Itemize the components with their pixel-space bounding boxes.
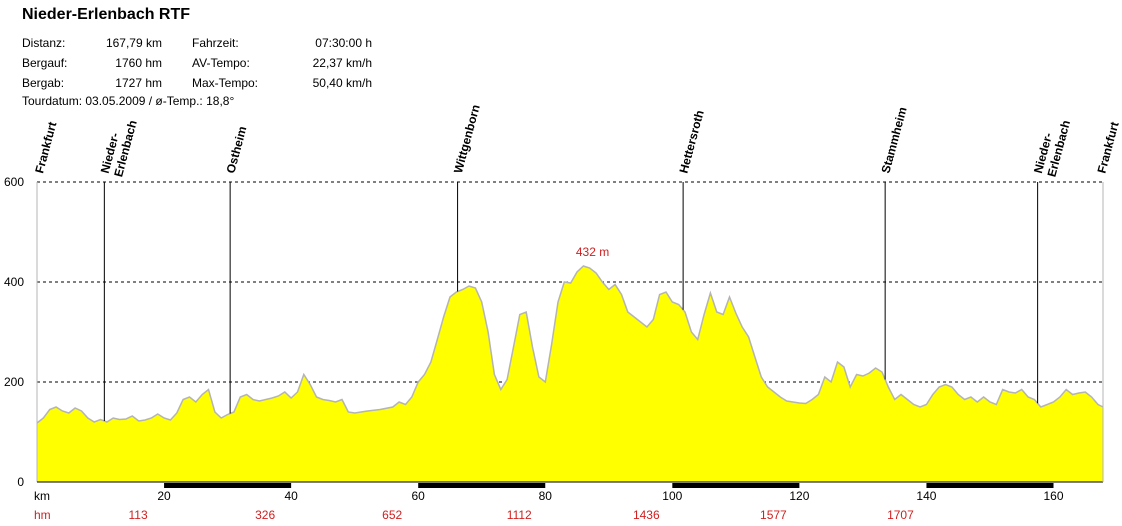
distance-bar [672, 483, 799, 488]
waypoint-label: Stammheim [879, 105, 910, 174]
distance-bar [164, 483, 291, 488]
x-tick-label: 40 [284, 489, 298, 503]
y-tick-label: 0 [17, 475, 24, 489]
hm-value: 652 [382, 508, 402, 522]
waypoint-label: Nieder-Erlenbach [1031, 115, 1073, 178]
waypoint-label: Nieder-Erlenbach [98, 115, 140, 178]
hm-value: 1707 [887, 508, 914, 522]
distance-bar [926, 483, 1053, 488]
x-unit-label: km [34, 489, 50, 503]
distance-bar [418, 483, 545, 488]
max-elevation-label: 432 m [576, 245, 609, 259]
y-tick-label: 200 [4, 375, 24, 389]
x-tick-label: 160 [1043, 489, 1063, 503]
x-tick-label: 100 [662, 489, 682, 503]
hm-value: 1436 [633, 508, 660, 522]
x-tick-label: 80 [539, 489, 553, 503]
hm-value: 326 [255, 508, 275, 522]
elevation-area [37, 266, 1103, 482]
hm-value: 1112 [507, 508, 532, 522]
waypoint-label: Frankfurt [1095, 120, 1122, 175]
waypoint-label: Wittgenborn [451, 103, 483, 175]
x-tick-label: 60 [412, 489, 426, 503]
waypoint-label: Hettersroth [676, 109, 706, 175]
y-tick-label: 600 [4, 175, 24, 189]
hm-value: 113 [128, 508, 147, 522]
waypoint-label: Ostheim [224, 125, 250, 175]
waypoint-label: Frankfurt [32, 120, 59, 175]
x-tick-label: 20 [157, 489, 171, 503]
x-tick-label: 120 [789, 489, 809, 503]
hm-row-label: hm [34, 508, 51, 522]
hm-value: 1577 [760, 508, 787, 522]
y-tick-label: 400 [4, 275, 24, 289]
x-tick-label: 140 [916, 489, 936, 503]
elevation-fill [37, 266, 1103, 482]
